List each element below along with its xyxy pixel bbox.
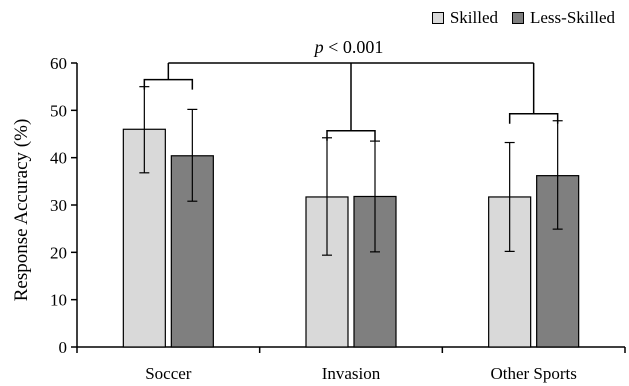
significance-bracket xyxy=(167,62,535,131)
y-tick-label: 10 xyxy=(50,291,67,310)
group-bracket xyxy=(508,112,559,124)
legend: Skilled Less-Skilled xyxy=(431,8,615,28)
p-symbol: p xyxy=(313,37,324,57)
x-tick-label: Invasion xyxy=(322,364,381,383)
legend-label-skilled: Skilled xyxy=(449,8,498,27)
y-tick-label: 30 xyxy=(50,196,67,215)
p-value-text: < 0.001 xyxy=(324,37,384,57)
group-bracket xyxy=(326,130,376,141)
group-bracket xyxy=(143,78,194,90)
y-tick-label: 20 xyxy=(50,243,67,262)
x-tick-label: Other Sports xyxy=(490,364,576,383)
legend-swatch-less-skilled xyxy=(512,12,524,24)
legend-label-less-skilled: Less-Skilled xyxy=(530,8,615,27)
y-tick-label: 60 xyxy=(50,54,67,73)
y-tick-label: 40 xyxy=(50,149,67,168)
x-tick-label: Soccer xyxy=(145,364,192,383)
legend-item-skilled: Skilled xyxy=(431,8,498,28)
y-tick-label: 50 xyxy=(50,101,67,120)
legend-swatch-skilled xyxy=(431,12,444,24)
y-axis-label: Response Accuracy (%) xyxy=(11,119,32,302)
plot-area: 0 10 20 30 40 50 60 Soccer Invasion Other Sports xyxy=(50,54,626,383)
p-value-annotation: p < 0.001 xyxy=(313,37,384,57)
legend-item-less-skilled: Less-Skilled xyxy=(512,8,615,28)
y-tick-label: 0 xyxy=(59,338,68,357)
